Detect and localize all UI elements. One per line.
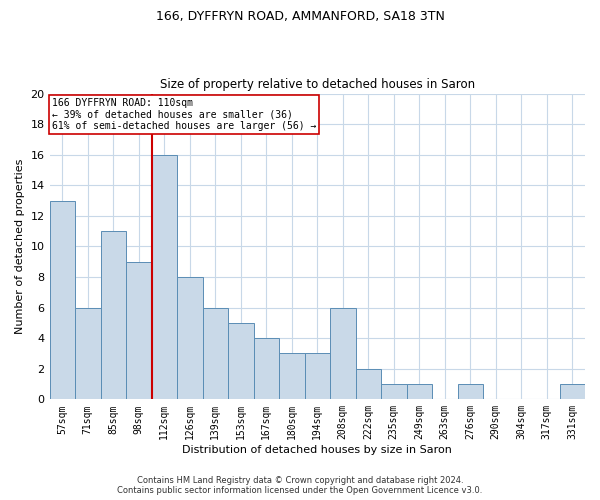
Bar (381, 384, 407, 400)
Bar (356, 369, 381, 400)
Bar (228, 323, 254, 400)
Bar (407, 384, 432, 400)
Text: Contains HM Land Registry data © Crown copyright and database right 2024.
Contai: Contains HM Land Registry data © Crown c… (118, 476, 482, 495)
Text: 166, DYFFRYN ROAD, AMMANFORD, SA18 3TN: 166, DYFFRYN ROAD, AMMANFORD, SA18 3TN (155, 10, 445, 23)
Bar (75, 308, 101, 400)
Bar (152, 154, 177, 400)
Bar (279, 354, 305, 400)
Bar (305, 354, 330, 400)
Bar (254, 338, 279, 400)
X-axis label: Distribution of detached houses by size in Saron: Distribution of detached houses by size … (182, 445, 452, 455)
Bar (101, 231, 126, 400)
Y-axis label: Number of detached properties: Number of detached properties (15, 159, 25, 334)
Bar (203, 308, 228, 400)
Title: Size of property relative to detached houses in Saron: Size of property relative to detached ho… (160, 78, 475, 91)
Bar (458, 384, 483, 400)
Bar (560, 384, 585, 400)
Bar (50, 200, 75, 400)
Bar (330, 308, 356, 400)
Bar (177, 277, 203, 400)
Text: 166 DYFFRYN ROAD: 110sqm
← 39% of detached houses are smaller (36)
61% of semi-d: 166 DYFFRYN ROAD: 110sqm ← 39% of detach… (52, 98, 316, 132)
Bar (126, 262, 152, 400)
